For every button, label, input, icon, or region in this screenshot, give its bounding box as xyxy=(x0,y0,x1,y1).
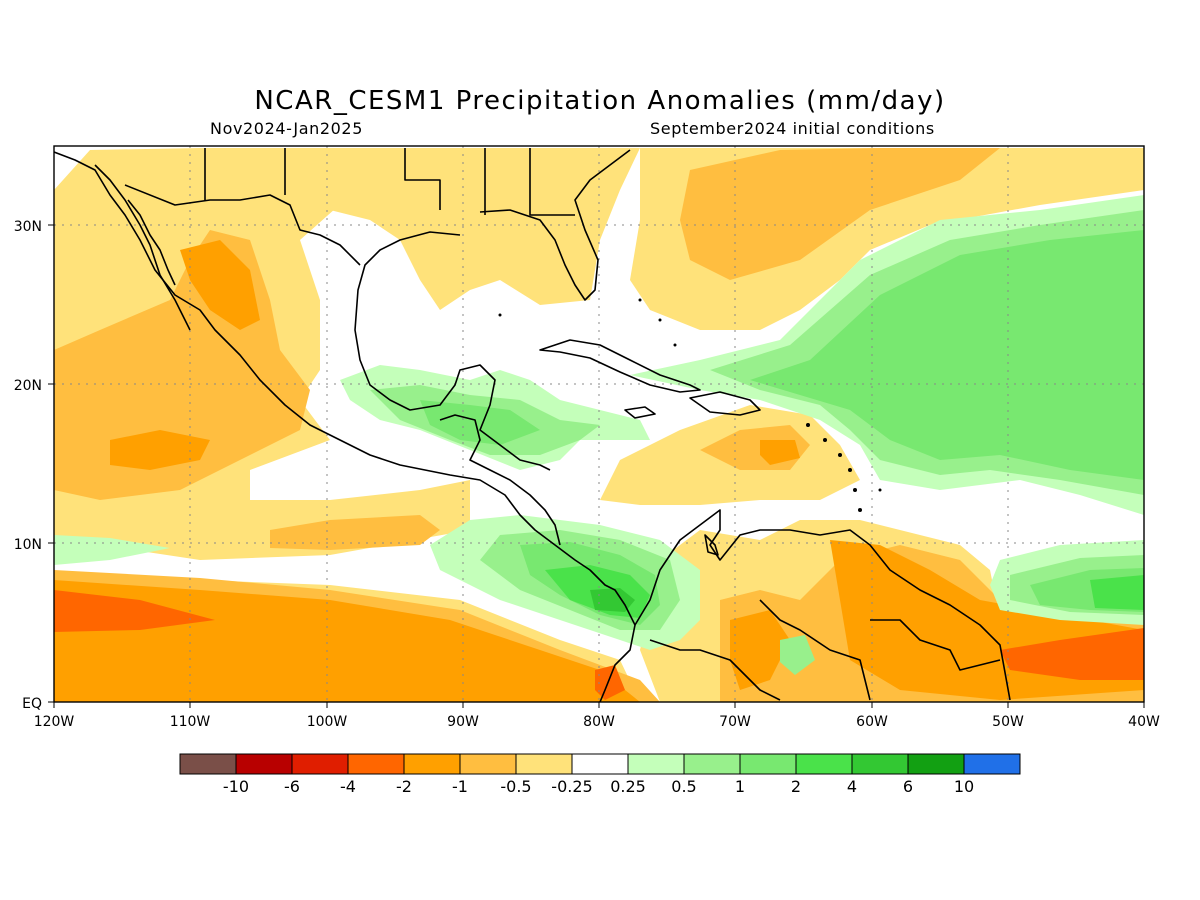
legend-swatch xyxy=(795,753,853,775)
us-state-lines xyxy=(204,148,575,216)
lon-label-110w: 110W xyxy=(170,714,211,730)
lon-label-90w: 90W xyxy=(447,714,479,730)
us-mexico-border xyxy=(124,184,361,266)
axis-ticks xyxy=(48,224,1145,708)
legend-swatch xyxy=(403,753,461,775)
coast-cuba xyxy=(539,339,701,393)
legend-label: -6 xyxy=(284,777,300,796)
legend-swatch xyxy=(179,753,237,775)
dry-strong-atlantic xyxy=(1000,628,1144,680)
lat-label-30n: 30N xyxy=(14,219,42,235)
legend-swatch xyxy=(963,753,1021,775)
south-america-borders xyxy=(649,599,1001,701)
legend-swatch xyxy=(291,753,349,775)
anomaly-field xyxy=(54,146,1144,702)
legend-swatch xyxy=(739,753,797,775)
coastlines xyxy=(54,148,1011,702)
coast-mexico-pacific xyxy=(54,151,636,702)
lon-label-70w: 70W xyxy=(719,714,751,730)
color-legend: -10 -6 -4 -2 -1 -0.5 -0.25 0.25 0.5 1 2 4 6 10 xyxy=(179,753,1021,796)
legend-swatch xyxy=(347,753,405,775)
legend-swatch xyxy=(571,753,629,775)
lon-label-120w: 120W xyxy=(34,714,75,730)
graticule xyxy=(54,146,1144,702)
coast-hispaniola xyxy=(689,391,761,416)
coast-gulf xyxy=(354,231,551,471)
legend-label: 0.5 xyxy=(671,777,696,796)
wet-light-colombia xyxy=(780,635,815,675)
legend-label: 4 xyxy=(847,777,857,796)
legend-swatch xyxy=(459,753,517,775)
legend-label: 6 xyxy=(903,777,913,796)
lat-label-eq: EQ xyxy=(22,696,42,712)
wet-weak-west xyxy=(54,535,170,565)
central-america-borders xyxy=(439,414,561,546)
legend-label: -2 xyxy=(396,777,412,796)
wet-atlantic xyxy=(750,230,1144,480)
lon-label-60w: 60W xyxy=(856,714,888,730)
legend-swatch xyxy=(907,753,965,775)
legend-label: -10 xyxy=(223,777,249,796)
coast-baja xyxy=(94,164,191,331)
coast-south-america xyxy=(634,509,1011,701)
dry-mid-pacific-band xyxy=(54,580,640,702)
dry-mid-pacific xyxy=(110,430,210,470)
legend-swatch xyxy=(235,753,293,775)
dry-light-atlantic xyxy=(680,148,1000,280)
lon-label-50w: 50W xyxy=(992,714,1024,730)
legend-label: -4 xyxy=(340,777,356,796)
lon-label-100w: 100W xyxy=(307,714,348,730)
legend-swatch xyxy=(627,753,685,775)
lat-label-20n: 20N xyxy=(14,378,42,394)
islands xyxy=(498,298,882,512)
lat-label-10n: 10N xyxy=(14,537,42,553)
legend-label: 2 xyxy=(791,777,801,796)
legend-swatch xyxy=(683,753,741,775)
dry-mid-caribbean xyxy=(760,440,800,465)
legend-label: -1 xyxy=(452,777,468,796)
wet-core-pacific xyxy=(590,588,635,612)
wet-central-america xyxy=(420,400,540,445)
dry-mid-colombia xyxy=(730,610,790,690)
initial-conditions: September2024 initial conditions xyxy=(650,119,935,138)
coast-florida xyxy=(479,149,631,301)
legend-label: -0.5 xyxy=(500,777,531,796)
coast-lake-maracaibo xyxy=(704,534,719,556)
dry-light-pacific-band xyxy=(270,515,440,550)
dry-strong-pacific xyxy=(54,590,215,632)
map-title: NCAR_CESM1 Precipitation Anomalies (mm/d… xyxy=(254,86,946,116)
legend-swatch xyxy=(851,753,909,775)
legend-swatch xyxy=(515,753,573,775)
legend-label: 0.25 xyxy=(610,777,646,796)
legend-label: -0.25 xyxy=(551,777,592,796)
legend-label: 10 xyxy=(954,777,974,796)
wet-strong-east xyxy=(1090,575,1144,610)
lon-label-40w: 40W xyxy=(1128,714,1160,730)
legend-label: 1 xyxy=(735,777,745,796)
dry-strong-colombia xyxy=(595,665,625,700)
coast-jamaica xyxy=(624,406,656,419)
lon-label-80w: 80W xyxy=(583,714,615,730)
forecast-period: Nov2024-Jan2025 xyxy=(210,119,363,138)
dry-mid-mexico xyxy=(180,240,260,330)
